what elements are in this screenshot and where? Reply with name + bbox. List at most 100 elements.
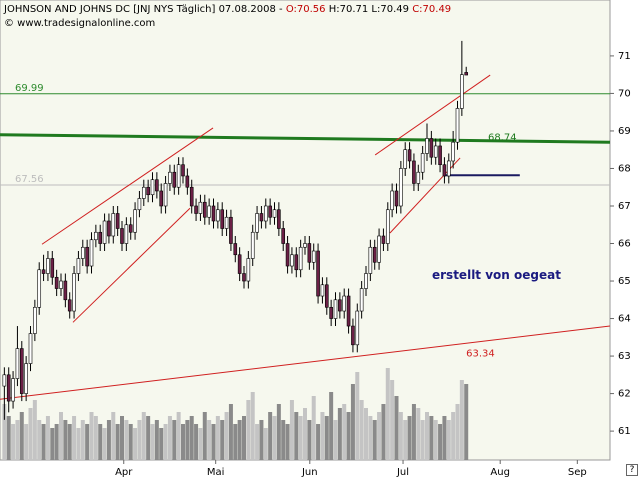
candle-body [285,243,290,267]
ohlc-label: C:70.49 [412,4,452,15]
volume-bar [407,416,412,460]
y-tick-label: 62 [618,389,631,400]
ohlc-label: O:70.56 [285,4,326,15]
volume-bar [189,416,194,460]
volume-bar [37,420,42,460]
volume-bar [298,416,303,460]
candle-body [403,149,408,169]
volume-bar [281,420,286,460]
volume-bar [311,396,316,460]
help-button[interactable]: ? [626,464,638,476]
trend-label: 63.34 [466,348,495,359]
candle-body [2,374,7,387]
candle-body [137,198,142,211]
candle-body [255,213,259,233]
candle-body [242,273,246,282]
ohlc-label: L:70.49 [371,4,409,15]
volume-bar [185,420,190,460]
candle-body [98,231,103,244]
volume-bar [394,396,399,460]
volume-bar [390,380,395,460]
candle-body [216,209,220,222]
volume-bar [28,408,33,460]
volume-bar [255,424,260,460]
candle-body [80,246,85,259]
candle-body [412,160,416,184]
candle-body [277,209,281,229]
volume-bar [459,380,464,460]
volume-bar [141,412,146,460]
volume-bar [137,420,142,460]
candle-body [364,273,368,289]
volume-bar [98,424,103,460]
candle-body [425,138,429,154]
volume-bar [233,424,238,460]
volume-bar [89,412,94,460]
y-tick-label: 68 [618,163,631,174]
level-label: 69.99 [15,83,44,94]
candle-body [172,171,177,188]
candle-body [307,243,312,263]
candle-body [420,153,425,173]
volume-bar [32,400,37,460]
candle-body [37,269,42,308]
candle-body [224,216,229,229]
candle-body [237,254,242,274]
trend-line [41,127,214,245]
candle-body [407,149,412,162]
volume-bar [246,400,251,460]
volume-bar [163,424,168,460]
volume-bar [2,404,7,460]
candle-body [107,220,111,237]
volume-bar [220,420,225,460]
candle-body [59,280,63,289]
x-tick-label: Jul [396,467,409,478]
candle-body [115,213,120,229]
candle-body [446,160,451,177]
volume-bar [442,416,447,460]
candle-body [351,325,355,346]
volume-bar [285,424,290,460]
candle-body [246,258,251,282]
volume-bar [50,428,55,460]
candle-body [85,246,89,267]
volume-bar [85,424,90,460]
volume-bar [215,416,220,460]
candle-body [455,108,460,143]
volume-bar [54,424,59,460]
candle-body [111,213,116,237]
candle-body [272,209,277,218]
y-tick-label: 61 [618,426,631,437]
volume-bar [93,416,98,460]
x-tick-label: Aug [490,467,510,478]
candle-body [202,201,207,218]
candle-body [33,306,37,334]
candle-body [368,246,373,274]
candle-body [311,250,316,263]
candle-body [211,205,216,222]
candle-body [416,171,421,184]
annotation: erstellt von oegeat [432,268,561,282]
volume-bar [211,424,216,460]
volume-bar [41,424,46,460]
volume-bar [176,412,181,460]
y-tick-label: 66 [618,239,631,250]
volume-bar [420,420,425,460]
candle-body [298,246,303,271]
volume-bar [59,412,63,460]
volume-bar [15,420,20,460]
candle-body [464,72,469,76]
volume-bar [446,420,451,460]
volume-bar [359,400,364,460]
volume-bar [237,420,242,460]
candle-body [338,299,342,312]
volume-bar [120,416,124,460]
candle-body [11,378,15,402]
candle-body [333,299,338,319]
y-tick-label: 70 [618,88,631,99]
candle-body [46,258,50,274]
volume-bar [102,428,107,460]
candle-body [442,164,447,177]
volume-bar [398,412,403,460]
volume-bar [159,428,164,460]
